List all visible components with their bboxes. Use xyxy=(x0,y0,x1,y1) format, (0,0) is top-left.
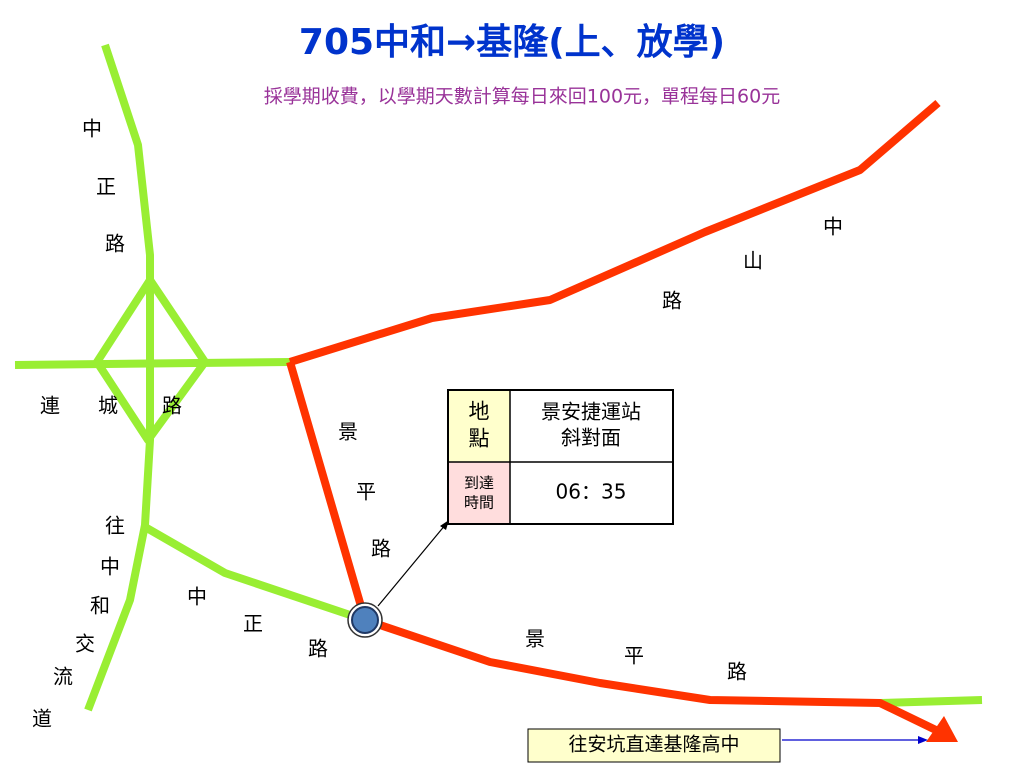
road-label: 正 xyxy=(243,612,263,636)
road-label: 路 xyxy=(308,637,328,661)
table-cell: 斜對面 xyxy=(561,426,621,450)
route-segment xyxy=(288,99,941,366)
road-label: 平 xyxy=(624,644,644,668)
road-label: 往 xyxy=(105,514,125,538)
cell-bg xyxy=(448,462,510,524)
road-label: 路 xyxy=(162,394,182,418)
green-roads xyxy=(14,43,983,712)
road-label: 道 xyxy=(32,707,52,731)
road-label: 交 xyxy=(75,632,95,656)
cell-bg xyxy=(448,390,510,462)
road-label: 中 xyxy=(100,555,120,579)
road-label: 正 xyxy=(96,175,116,199)
route-arrow xyxy=(926,716,958,742)
road-label: 連 xyxy=(40,394,60,418)
road-label: 路 xyxy=(105,232,125,256)
destination: 往安坑直達基隆高中 xyxy=(568,734,739,756)
road-label: 山 xyxy=(743,249,763,273)
route-segment xyxy=(363,616,942,736)
destination-arrowhead xyxy=(918,736,928,744)
route xyxy=(286,99,942,736)
table-cell: 時間 xyxy=(464,493,494,511)
road-label: 中 xyxy=(823,215,843,239)
pointer-head xyxy=(440,520,449,530)
road xyxy=(14,358,291,369)
table-cell: 地 xyxy=(469,399,490,423)
road-label: 路 xyxy=(727,660,747,684)
table-cell: 到達 xyxy=(464,474,494,492)
road-label: 路 xyxy=(662,289,682,313)
road-label: 中 xyxy=(82,117,102,141)
road-label: 路 xyxy=(371,537,391,561)
table-cell: 06：35 xyxy=(556,480,627,504)
info-table xyxy=(447,389,674,525)
road-label: 景 xyxy=(338,420,358,444)
road-label: 中 xyxy=(187,585,207,609)
destination-box xyxy=(527,728,781,763)
road-label: 景 xyxy=(525,627,545,651)
route-segment xyxy=(286,360,369,622)
road xyxy=(143,523,367,624)
road xyxy=(879,696,983,707)
table-cell: 景安捷運站 xyxy=(541,400,641,424)
stop xyxy=(351,606,379,634)
road-label: 和 xyxy=(90,594,110,618)
road-label: 流 xyxy=(53,665,73,689)
interchange xyxy=(93,276,209,444)
title: 705中和→基隆(上、放學) xyxy=(299,22,725,63)
table-cell: 點 xyxy=(469,427,490,451)
road-label: 城 xyxy=(98,394,118,418)
subtitle: 採學期收費，以學期天數計算每日來回100元，單程每日60元 xyxy=(264,86,780,108)
table-border xyxy=(447,389,674,525)
pointer xyxy=(377,523,447,607)
road-label: 平 xyxy=(356,480,376,504)
